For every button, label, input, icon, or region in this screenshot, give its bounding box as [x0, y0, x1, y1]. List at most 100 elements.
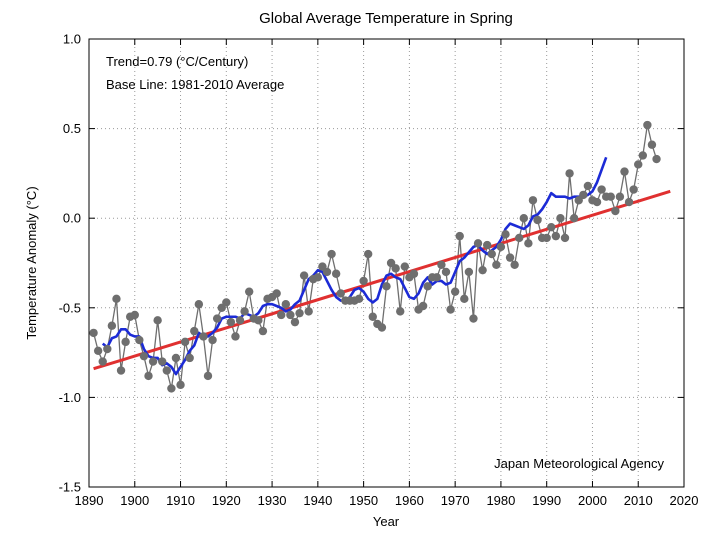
annual-anomaly-point [528, 196, 538, 205]
x-tick-label: 1920 [212, 493, 241, 508]
y-axis-label: Temperature Anomaly (°C) [24, 186, 39, 339]
x-tick-label: 1940 [303, 493, 332, 508]
annual-anomaly-point [482, 240, 492, 250]
annual-anomaly-point [391, 264, 400, 273]
annual-anomaly-point [240, 307, 249, 316]
annual-anomaly-point [556, 214, 565, 223]
x-axis-ticks: 1890 1900 1910 1920 1930 1940 1950 1960 1970 1980… [75, 39, 698, 508]
annual-anomaly-point [441, 267, 451, 277]
annual-anomaly-point [634, 160, 643, 169]
annual-anomaly-point [185, 353, 194, 363]
annual-anomaly-point [611, 206, 620, 216]
annual-anomaly-point [620, 167, 629, 176]
annual-anomaly-point [652, 154, 661, 164]
annual-anomaly-point [299, 271, 309, 280]
annual-anomaly-point [400, 262, 410, 271]
annual-anomaly-point [254, 316, 263, 325]
y-tick-label: -1.0 [59, 390, 81, 405]
trend-annotation: Trend=0.79 (°C/Century) [106, 54, 248, 69]
y-tick-label: -1.5 [59, 480, 81, 495]
annual-anomaly-point [629, 185, 638, 194]
annual-anomaly-point [510, 260, 519, 269]
x-axis-label: Year [373, 514, 400, 529]
annual-anomaly-point [496, 242, 506, 252]
annual-anomaly-point [331, 269, 341, 278]
annual-anomaly-point [432, 273, 442, 282]
y-tick-label: 0.0 [63, 211, 81, 226]
annual-anomaly-point [130, 310, 139, 320]
annual-anomaly-point [409, 269, 419, 278]
x-tick-label: 2000 [578, 493, 607, 508]
annual-anomaly-point [505, 253, 515, 262]
annual-anomaly-point [515, 233, 524, 243]
annual-anomaly-point [116, 366, 126, 375]
annual-anomaly-point [148, 357, 158, 366]
annual-anomaly-point [336, 289, 345, 298]
annual-anomaly-point [624, 197, 634, 207]
annual-anomaly-point [208, 335, 217, 345]
x-tick-label: 1930 [258, 493, 287, 508]
annual-anomaly-point [272, 289, 281, 298]
x-tick-label: 1900 [120, 493, 149, 508]
annual-anomaly-point [469, 314, 478, 323]
source-annotation: Japan Meteorological Agency [494, 456, 664, 471]
y-tick-label: 1.0 [63, 32, 81, 47]
annual-anomaly-point [638, 151, 648, 160]
annual-anomaly-point [647, 140, 657, 149]
annual-anomaly-point [313, 273, 323, 282]
annual-anomaly-point [112, 294, 121, 304]
annual-anomaly-point [446, 305, 455, 314]
annual-anomaly-point [194, 300, 204, 309]
annual-anomaly-point [569, 214, 579, 223]
annual-anomaly-point [322, 267, 332, 277]
annual-anomaly-point [107, 321, 117, 330]
annual-anomaly-point [455, 231, 464, 241]
annual-anomaly-point [396, 307, 405, 316]
annual-anomaly-point [547, 222, 556, 232]
annual-anomaly-point [121, 337, 130, 347]
annual-anomaly-point [473, 239, 483, 248]
annual-anomaly-point [103, 344, 112, 354]
annual-anomaly-point [190, 326, 199, 336]
annual-anomaly-point [327, 249, 336, 259]
annual-anomaly-point [295, 308, 304, 318]
plot-frame [88, 38, 685, 488]
annual-anomaly-point [153, 316, 162, 325]
annual-anomaly-point [290, 317, 300, 327]
annual-anomaly-point [286, 310, 295, 320]
annual-anomaly-point [212, 314, 222, 323]
y-tick-label: -0.5 [59, 300, 81, 315]
baseline-annotation: Base Line: 1981-2010 Average [106, 77, 284, 92]
annual-anomaly-point [519, 214, 529, 223]
annual-anomaly-point [98, 357, 107, 366]
x-tick-label: 1990 [532, 493, 561, 508]
annual-anomaly-point [144, 371, 153, 381]
annual-anomaly-point [565, 169, 574, 178]
y-axis-ticks: 1.0 0.5 0.0 -0.5 -1.0 -1.5 [59, 32, 684, 495]
annual-anomaly-point [176, 380, 185, 390]
annual-anomaly-point [139, 351, 149, 361]
x-tick-label: 1980 [486, 493, 515, 508]
annual-anomaly-point [460, 294, 469, 304]
annual-anomaly-point [162, 366, 172, 375]
annual-anomaly-point [359, 276, 368, 286]
annual-anomaly-point [363, 249, 373, 259]
annual-anomaly-point [606, 192, 615, 201]
annual-anomaly-point [524, 239, 533, 248]
annual-anomaly-point [354, 294, 364, 304]
y-tick-label: 0.5 [63, 121, 81, 136]
annual-anomaly-point [304, 307, 313, 316]
annual-anomaly-point [560, 233, 570, 243]
annual-anomaly-point [501, 230, 510, 239]
annual-anomaly-point [167, 384, 176, 393]
x-tick-label: 1950 [349, 493, 378, 508]
annual-anomaly-point [437, 260, 446, 269]
annual-anomaly-point [450, 287, 460, 296]
annual-anomaly-point [643, 120, 652, 130]
annual-anomaly-point [180, 337, 190, 347]
annual-anomaly-point [226, 317, 236, 327]
annual-anomaly-point [592, 197, 602, 207]
annual-anomaly-point [235, 316, 245, 325]
annual-anomaly-point [418, 301, 428, 311]
annual-anomaly-point [533, 215, 542, 225]
